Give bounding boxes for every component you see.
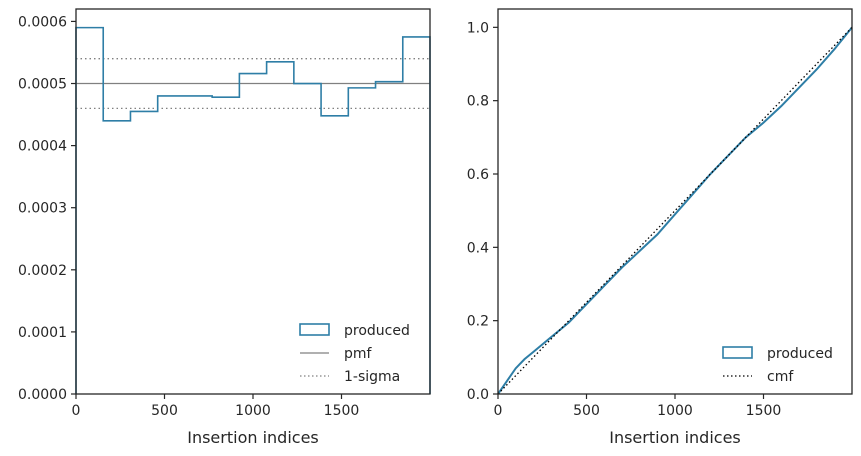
x-tick-label: 0 xyxy=(72,403,81,419)
x-tick-label: 1000 xyxy=(235,403,271,419)
legend-swatch-produced xyxy=(299,323,330,336)
x-axis-label: Insertion indices xyxy=(609,428,741,447)
y-tick-label: 0.0001 xyxy=(18,325,67,341)
legend-label: produced xyxy=(344,323,410,339)
x-tick-label: 1500 xyxy=(746,403,782,419)
histogram-bin xyxy=(130,111,157,394)
y-tick-label: 0.0002 xyxy=(18,263,67,279)
y-tick-label: 0.6 xyxy=(467,167,489,183)
y-tick-label: 0.0006 xyxy=(18,14,67,30)
histogram-bin xyxy=(294,84,321,394)
legend-label: 1-sigma xyxy=(344,369,400,385)
histogram-bin xyxy=(185,96,212,394)
y-tick-label: 0.8 xyxy=(467,94,489,110)
y-tick-label: 0.0004 xyxy=(18,139,67,155)
histogram-bin xyxy=(403,37,430,394)
x-tick-label: 0 xyxy=(494,403,503,419)
cmf-line xyxy=(497,26,853,395)
legend: produced cmf xyxy=(722,346,833,385)
histogram-panel: 0 500 1000 1500 0.0000 0.0001 0.0002 0.0003 0.00… xyxy=(18,8,431,447)
y-tick-label: 0.0005 xyxy=(18,77,67,93)
produced-line xyxy=(497,26,853,395)
x-tick-label: 500 xyxy=(573,403,600,419)
histogram-bin xyxy=(239,74,266,394)
histogram-bin xyxy=(103,121,130,394)
y-tick-label: 0.0 xyxy=(467,387,489,403)
legend-swatch-produced xyxy=(722,346,753,359)
x-tick-label: 500 xyxy=(151,403,178,419)
histogram-bin xyxy=(212,97,239,394)
legend-label: pmf xyxy=(344,346,373,362)
y-tick-label: 1.0 xyxy=(467,20,489,36)
legend: produced pmf 1-sigma xyxy=(299,323,410,385)
y-tick-label: 0.4 xyxy=(467,240,489,256)
cdf-panel: 0 500 1000 1500 0.0 0.2 0.4 0.6 0.8 1.0 Insertion … xyxy=(467,8,853,447)
x-tick-label: 1500 xyxy=(324,403,360,419)
y-tick-label: 0.0000 xyxy=(18,387,67,403)
histogram-bin xyxy=(376,82,403,394)
legend-label: cmf xyxy=(767,369,794,385)
x-tick-label: 1000 xyxy=(657,403,693,419)
histogram-bin xyxy=(267,62,294,394)
x-axis-label: Insertion indices xyxy=(187,428,319,447)
y-tick-label: 0.2 xyxy=(467,314,489,330)
histogram-bin xyxy=(76,28,103,394)
y-tick-label: 0.0003 xyxy=(18,201,67,217)
histogram-bin xyxy=(158,96,185,394)
legend-label: produced xyxy=(767,346,833,362)
histogram-step xyxy=(75,26,431,394)
